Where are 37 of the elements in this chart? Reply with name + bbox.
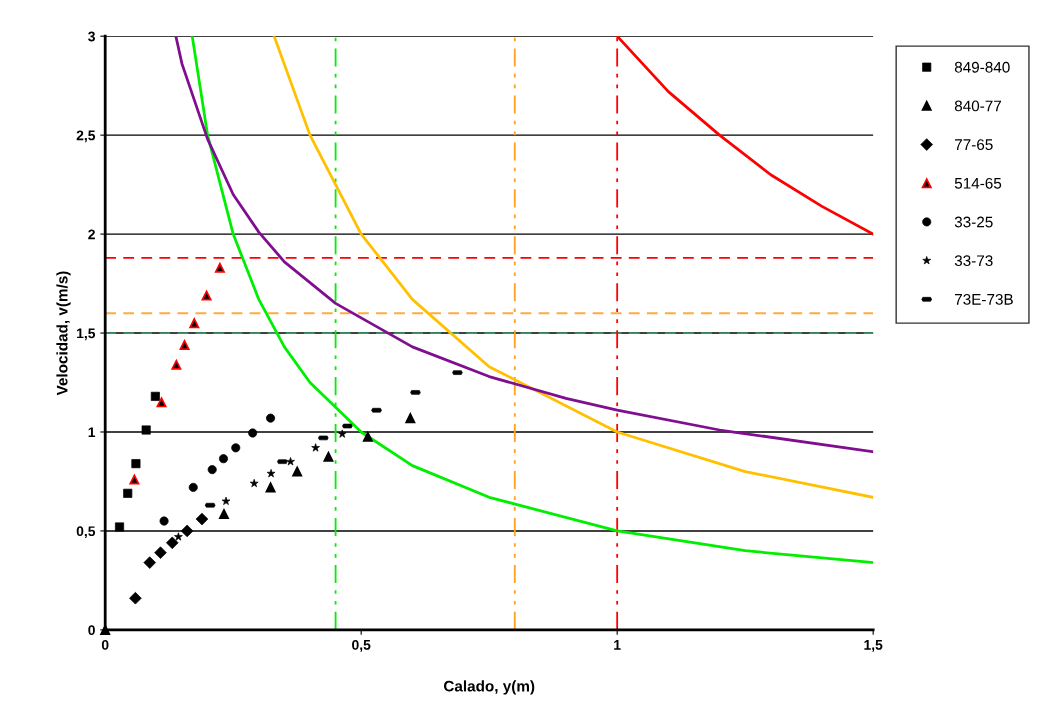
point — [265, 482, 276, 493]
point — [150, 391, 160, 401]
y-tick-label: 2 — [88, 229, 95, 240]
legend-label: 840-77 — [954, 100, 1002, 112]
legend-label: 514-65 — [954, 177, 1002, 189]
legend-label: 77-65 — [955, 139, 993, 151]
point — [171, 359, 182, 370]
legend-label: 849-840 — [954, 61, 1010, 73]
x-tick-label: 1,5 — [864, 640, 883, 652]
y-tick-label: 0 — [88, 625, 95, 636]
y-tick-label: 2,5 — [76, 130, 96, 143]
y-tick-label: 0,5 — [76, 526, 96, 539]
point — [100, 624, 111, 635]
point — [214, 262, 225, 273]
point — [189, 318, 200, 329]
y-axis-title: Velocidad, v(m/s) — [56, 271, 71, 396]
legend-label: 33-73 — [954, 255, 993, 267]
point — [129, 474, 140, 485]
point — [179, 339, 190, 350]
y-tick-label: 1 — [88, 427, 96, 438]
point — [218, 509, 229, 520]
point — [201, 290, 212, 301]
x-tick-label: 1 — [614, 640, 621, 650]
line-series — [272, 36, 874, 499]
legend-label: 73E-73B — [955, 293, 1013, 305]
point — [156, 397, 167, 408]
point — [405, 413, 416, 424]
y-tick-label: 1,5 — [77, 328, 96, 341]
x-tick-label: 0,5 — [352, 639, 371, 652]
point — [323, 451, 334, 462]
y-tick-label: 3 — [88, 31, 95, 42]
point — [362, 431, 373, 442]
x-tick-label: 0 — [101, 639, 109, 650]
x-axis-title: Calado, y(m) — [443, 680, 535, 695]
legend-label: 33-25 — [954, 216, 993, 228]
point — [292, 466, 303, 477]
line-series — [174, 36, 874, 454]
